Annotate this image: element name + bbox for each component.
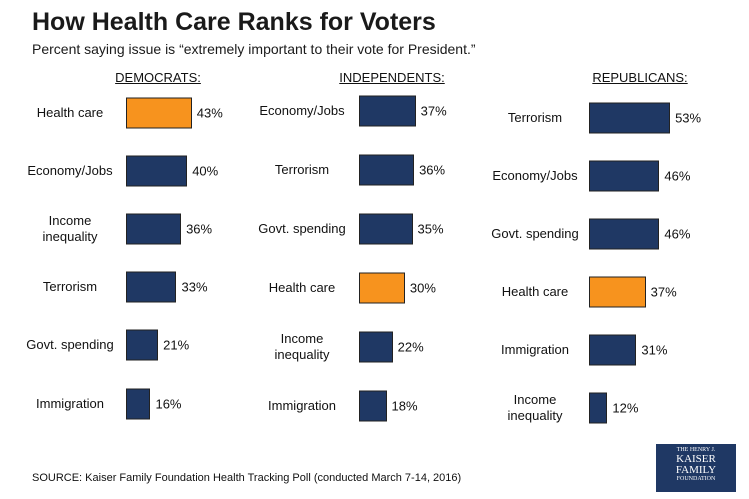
value-label: 46% xyxy=(664,226,691,242)
bar xyxy=(589,392,608,424)
bar xyxy=(126,388,151,420)
category-label: Terrorism xyxy=(274,162,330,177)
bar xyxy=(359,213,413,245)
category-label: Economy/Jobs xyxy=(27,163,113,178)
value-label: 12% xyxy=(612,400,639,416)
bar xyxy=(126,329,159,361)
bar xyxy=(126,213,182,245)
bar xyxy=(589,276,646,308)
category-label: Govt. spending xyxy=(258,221,346,236)
panel-title: DEMOCRATS: xyxy=(115,70,201,85)
logo-text: FAMILY xyxy=(675,464,717,476)
category-label: Income inequality xyxy=(42,213,98,244)
title: How Health Care Ranks for Voters xyxy=(32,8,436,36)
value-label: 37% xyxy=(650,284,677,300)
value-label: 31% xyxy=(641,342,668,358)
value-label: 16% xyxy=(155,396,182,412)
bar xyxy=(589,218,660,250)
value-label: 35% xyxy=(417,221,444,237)
category-label: Immigration xyxy=(501,342,569,357)
source: SOURCE: Kaiser Family Foundation Health … xyxy=(32,472,462,484)
panel-title: REPUBLICANS: xyxy=(592,70,688,85)
category-label: Immigration xyxy=(268,398,336,413)
category-label: Terrorism xyxy=(507,110,563,125)
panel-title: INDEPENDENTS: xyxy=(339,70,445,85)
value-label: 46% xyxy=(664,168,691,184)
category-label: Govt. spending xyxy=(26,337,114,352)
value-label: 21% xyxy=(163,337,190,353)
category-label: Income inequality xyxy=(274,331,330,362)
category-label: Health care xyxy=(36,105,104,120)
category-label: Income inequality xyxy=(507,392,563,423)
category-label: Economy/Jobs xyxy=(492,168,578,183)
category-label: Govt. spending xyxy=(491,226,579,241)
category-label: Terrorism xyxy=(42,279,98,294)
value-label: 36% xyxy=(419,162,446,178)
value-label: 37% xyxy=(420,103,447,119)
value-label: 40% xyxy=(192,163,219,179)
value-label: 43% xyxy=(196,105,223,121)
category-label: Economy/Jobs xyxy=(259,103,345,118)
value-label: 36% xyxy=(186,221,213,237)
bar xyxy=(589,334,637,366)
value-label: 53% xyxy=(675,110,702,126)
logo-text: KAISER xyxy=(676,453,716,465)
bar xyxy=(126,155,188,187)
bar xyxy=(359,331,393,363)
bar xyxy=(126,271,177,303)
logo: THE HENRY J. KAISER FAMILY FOUNDATION xyxy=(656,444,736,492)
bar xyxy=(589,102,671,134)
value-label: 22% xyxy=(397,339,424,355)
value-label: 18% xyxy=(391,398,418,414)
logo-text: THE HENRY J. xyxy=(676,447,716,453)
category-label: Health care xyxy=(268,280,336,295)
subtitle: Percent saying issue is “extremely impor… xyxy=(32,41,476,57)
bar xyxy=(359,154,415,186)
value-label: 30% xyxy=(409,280,436,296)
bar xyxy=(359,95,416,127)
bar xyxy=(359,390,387,422)
logo-text: FOUNDATION xyxy=(676,476,716,482)
bar xyxy=(126,97,192,129)
category-label: Immigration xyxy=(36,396,104,411)
bar xyxy=(589,160,660,192)
value-label: 33% xyxy=(181,279,208,295)
bar xyxy=(359,272,405,304)
category-label: Health care xyxy=(501,284,569,299)
